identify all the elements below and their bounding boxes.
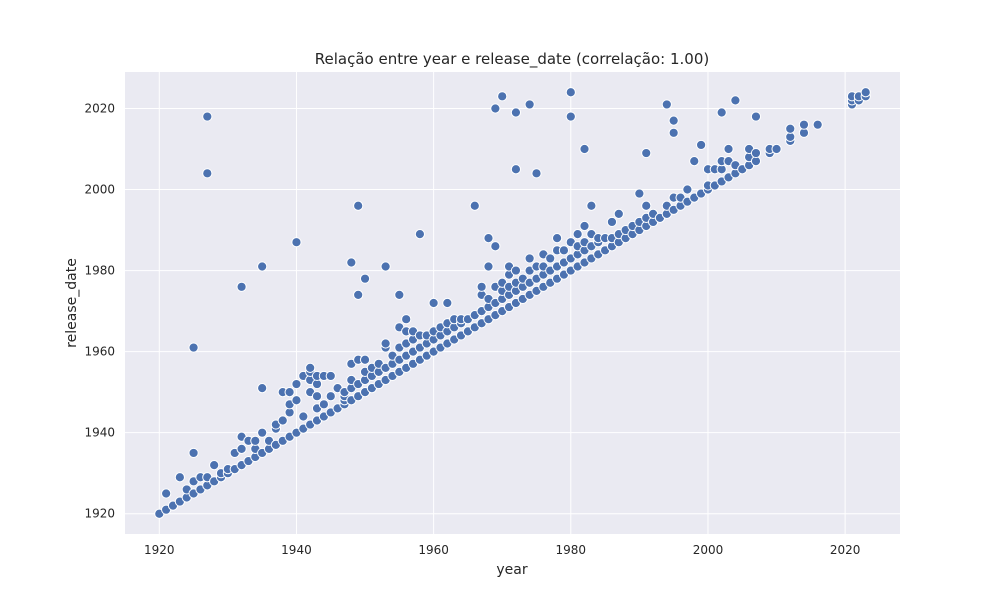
scatter-point [524,99,535,110]
scatter-point [174,472,185,483]
scatter-point [483,261,494,272]
scatter-point [586,200,597,211]
scatter-point [668,115,679,126]
scatter-point [291,395,302,406]
scatter-point [311,391,323,402]
x-tick-label: 2000 [693,543,724,557]
scatter-point [510,107,522,118]
scatter-point [380,261,391,272]
scatter-point [401,314,412,325]
scatter-point [572,229,583,240]
scatter-point [428,297,439,309]
scatter-point [236,443,247,454]
scatter-point [716,107,727,118]
scatter-point [305,362,316,373]
scatter-point [476,281,487,292]
scatter-point [209,460,220,471]
scatter-point [353,289,364,300]
y-tick-label: 2000 [84,183,115,197]
scatter-point [641,200,652,211]
scatter-point [510,265,522,276]
scatter-point [551,233,563,244]
scatter-point [291,378,302,390]
x-tick-label: 1920 [144,543,175,557]
scatter-point [291,237,302,248]
scatter-point [641,147,652,159]
scatter-point [531,168,542,179]
scatter-point [359,354,371,365]
scatter-point [380,338,391,349]
scatter-point [298,411,309,422]
scatter-point [284,387,295,398]
scatter-point [558,245,570,256]
scatter-point [353,200,364,211]
y-tick-label: 1920 [84,507,115,521]
x-tick-label: 1960 [418,543,449,557]
y-tick-label: 1980 [84,264,115,278]
scatter-point [812,119,823,130]
scatter-point [257,383,268,394]
scatter-point [798,119,810,130]
scatter-point [565,111,576,122]
scatter-point [750,147,762,159]
y-tick-label: 1940 [84,426,115,440]
scatter-point [696,139,707,151]
scatter-point [860,87,871,98]
chart-title: Relação entre year e release_date (corre… [315,50,709,69]
scatter-point [771,143,782,155]
scatter-point [250,435,261,446]
scatter-point [750,111,762,122]
scatter-point [661,99,672,110]
scatter-point [325,391,336,402]
scatter-point [668,127,679,138]
scatter-point [510,164,522,175]
x-tick-labels: 1920 1940 1960 1980 2000 2020 [144,543,860,557]
scatter-point [161,488,172,499]
scatter-point [257,427,268,438]
scatter-point [723,143,734,155]
scatter-point [606,216,618,228]
scatter-point [579,220,590,232]
scatter-point [236,281,247,292]
scatter-point [188,447,199,459]
x-tick-label: 1980 [556,543,587,557]
x-tick-label: 2020 [830,543,861,557]
scatter-point [318,399,329,410]
x-tick-label: 1940 [281,543,312,557]
scatter-point [497,91,508,102]
x-axis-label: year [496,562,527,578]
scatter-point [202,168,213,179]
scatter-point [359,273,371,284]
y-tick-label: 1960 [84,345,115,359]
scatter-point [730,95,741,106]
scatter-point [469,200,480,211]
scatter-point [442,297,453,309]
scatter-point [202,111,213,122]
scatter-point [565,87,576,98]
y-axis-label: release_date [64,258,80,348]
scatter-point [277,415,288,426]
data-points [154,87,871,519]
scatter-point [414,229,426,240]
scatter-point [188,342,199,353]
scatter-point [613,208,624,219]
scatter-point [325,370,336,382]
y-tick-label: 2020 [84,101,115,115]
scatter-point [579,143,590,155]
scatter-point [257,261,268,272]
y-tick-labels: 1920 1940 1960 1980 2000 2020 [84,101,115,520]
scatter-point [634,188,645,199]
scatter-point [346,257,357,268]
scatter-point [524,253,535,264]
scatter-point [545,253,556,264]
scatter-point [689,156,700,167]
scatter-point [785,123,796,134]
scatter-point [490,241,501,252]
scatter-point [483,233,494,244]
scatter-point [394,289,405,300]
scatter-point [682,184,693,195]
scatter-point [490,103,501,114]
